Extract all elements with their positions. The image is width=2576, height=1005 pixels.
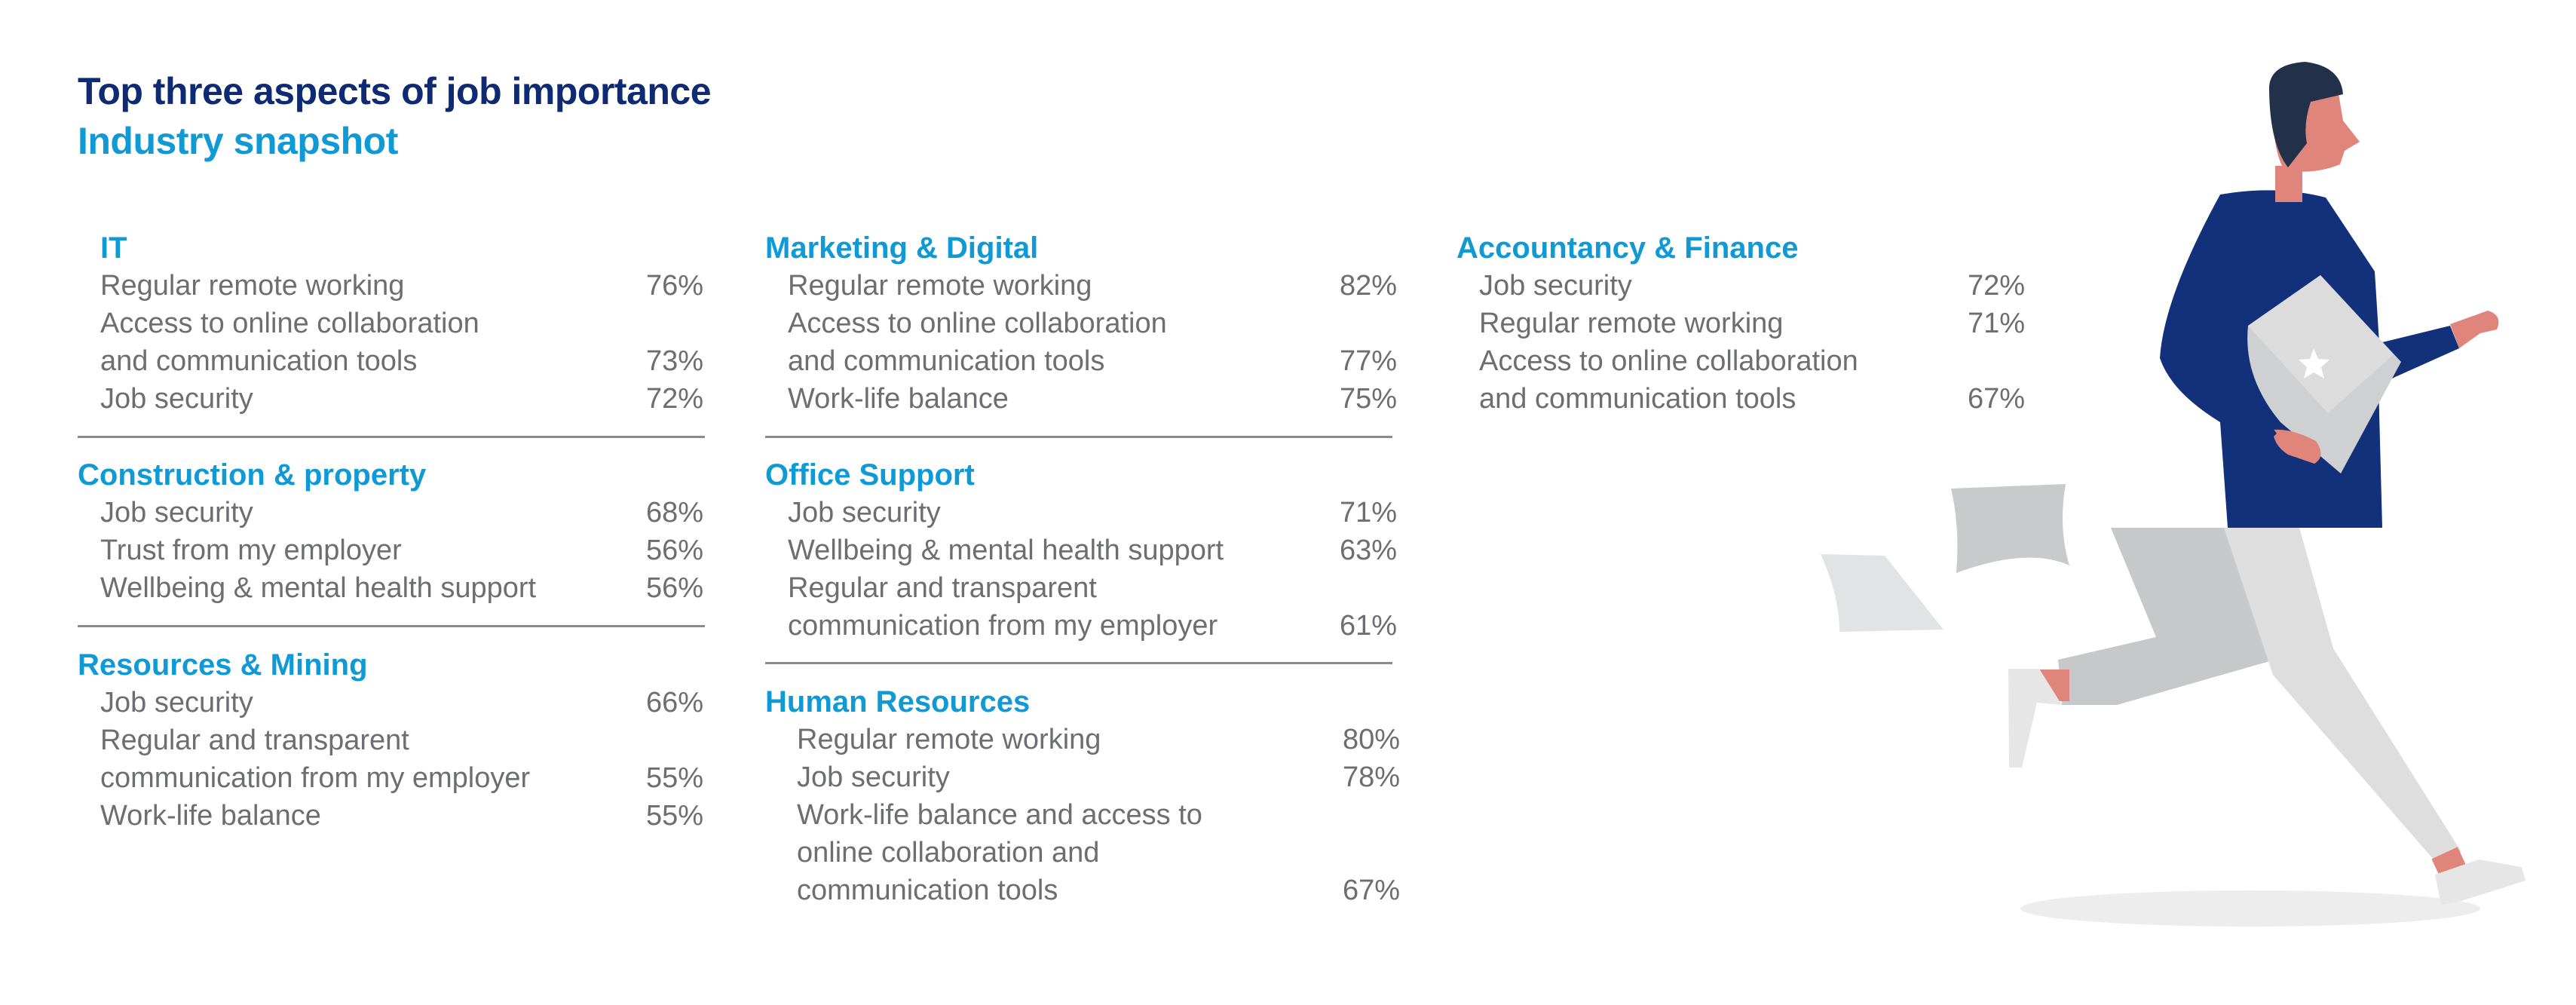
item-value: 78% xyxy=(1342,761,1400,793)
list-item: Job security 68% xyxy=(100,494,703,532)
item-label: Wellbeing & mental health support xyxy=(788,535,1224,566)
divider xyxy=(765,436,1392,438)
item-value: 67% xyxy=(1342,875,1400,906)
item-value: 72% xyxy=(1967,270,2025,302)
list-item: Job security 72% xyxy=(1479,267,2025,305)
hair-shape xyxy=(2269,62,2343,167)
section-title: Office Support xyxy=(765,458,975,492)
list-item: Regular remote working 71% xyxy=(1479,305,2025,342)
paper-icon xyxy=(1951,484,2069,573)
item-label: Trust from my employer xyxy=(100,535,402,566)
item-value: 56% xyxy=(645,535,703,566)
item-label: Access to online collaboration and commu… xyxy=(1479,345,1858,415)
hand-shape xyxy=(2450,311,2499,348)
item-value: 75% xyxy=(1339,383,1397,415)
item-label: Wellbeing & mental health support xyxy=(100,572,537,604)
divider xyxy=(765,662,1392,664)
list-item: Job security 66% xyxy=(100,684,703,722)
item-label: Regular remote working xyxy=(100,270,405,302)
front-leg-shape xyxy=(2224,528,2461,866)
list-item: Job security 71% xyxy=(788,494,1397,532)
item-label: Access to online collaboration and commu… xyxy=(100,308,479,377)
hand-shape xyxy=(2273,429,2321,464)
item-value: 71% xyxy=(1967,308,2025,339)
item-value: 80% xyxy=(1342,724,1400,755)
item-value: 82% xyxy=(1339,270,1397,302)
section-title: Accountancy & Finance xyxy=(1456,231,1799,265)
page-title: Top three aspects of job importance xyxy=(78,70,712,112)
item-label: Work-life balance xyxy=(788,383,1009,415)
item-value: 73% xyxy=(645,345,703,377)
item-label: Regular remote working xyxy=(1479,308,1784,339)
item-label: Job security xyxy=(100,497,253,529)
shadow-shape xyxy=(2020,890,2480,927)
back-leg-shape xyxy=(2058,528,2288,705)
item-label: Work-life balance and access to online c… xyxy=(797,799,1202,906)
list-item: Work-life balance 75% xyxy=(788,380,1397,418)
list-item: Wellbeing & mental health support 56% xyxy=(100,569,703,607)
section-title: Construction & property xyxy=(78,458,427,492)
list-item: Access to online collaboration and commu… xyxy=(788,305,1397,380)
list-item: Regular and transparent communication fr… xyxy=(788,569,1397,645)
list-item: Job security 78% xyxy=(797,758,1400,796)
item-value: 61% xyxy=(1339,610,1397,642)
section-title: Marketing & Digital xyxy=(765,231,1039,265)
list-item: Trust from my employer 56% xyxy=(100,532,703,569)
front-shoe-shape xyxy=(2435,859,2525,905)
list-item: Wellbeing & mental health support 63% xyxy=(788,532,1397,569)
list-item: Job security 72% xyxy=(100,380,703,418)
item-label: Job security xyxy=(1479,270,1632,302)
item-value: 68% xyxy=(645,497,703,529)
divider xyxy=(78,436,705,438)
item-value: 76% xyxy=(645,270,703,302)
item-value: 55% xyxy=(645,800,703,832)
item-value: 56% xyxy=(645,572,703,604)
item-label: Job security xyxy=(100,687,253,719)
list-item: Regular remote working 80% xyxy=(797,721,1400,758)
sleeve-shape xyxy=(2190,317,2277,445)
item-label: Job security xyxy=(788,497,941,529)
item-label: Regular and transparent communication fr… xyxy=(788,572,1218,642)
item-value: 71% xyxy=(1339,497,1397,529)
item-label: Job security xyxy=(797,761,950,793)
item-value: 63% xyxy=(1339,535,1397,566)
item-value: 72% xyxy=(645,383,703,415)
section-title: Resources & Mining xyxy=(78,648,368,682)
list-item: Access to online collaboration and commu… xyxy=(1479,342,2025,418)
item-value: 66% xyxy=(645,687,703,719)
item-label: Access to online collaboration and commu… xyxy=(788,308,1167,377)
divider xyxy=(78,625,705,627)
item-label: Work-life balance xyxy=(100,800,321,832)
list-item: Work-life balance 55% xyxy=(100,797,703,835)
item-value: 55% xyxy=(645,762,703,794)
list-item: Access to online collaboration and commu… xyxy=(100,305,703,380)
item-label: Regular and transparent communication fr… xyxy=(100,725,531,794)
list-item: Regular remote working 76% xyxy=(100,267,703,305)
section-title: Human Resources xyxy=(765,685,1031,719)
back-shoe-shape xyxy=(2008,669,2062,768)
section-title: IT xyxy=(100,231,127,265)
laptop-lid-shape xyxy=(2248,275,2394,413)
item-label: Job security xyxy=(100,383,253,415)
item-value: 77% xyxy=(1339,345,1397,377)
running-man-with-laptop-icon xyxy=(1821,62,2525,927)
neck-shape xyxy=(2275,166,2302,202)
list-item: Work-life balance and access to online c… xyxy=(797,796,1400,909)
item-label: Regular remote working xyxy=(797,724,1101,755)
list-item: Regular and transparent communication fr… xyxy=(100,722,703,797)
star-icon xyxy=(2299,348,2329,378)
item-label: Regular remote working xyxy=(788,270,1092,302)
page-heading: Top three aspects of job importance Indu… xyxy=(78,66,712,166)
paper-icon xyxy=(1821,554,1943,632)
page-subtitle: Industry snapshot xyxy=(78,120,398,162)
list-item: Regular remote working 82% xyxy=(788,267,1397,305)
item-value: 67% xyxy=(1967,383,2025,415)
